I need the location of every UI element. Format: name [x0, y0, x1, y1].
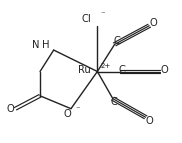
Text: H: H: [42, 40, 49, 50]
Text: O: O: [145, 116, 153, 126]
Text: Ru: Ru: [78, 65, 91, 75]
Text: Cl: Cl: [81, 14, 91, 24]
Text: C: C: [118, 65, 125, 75]
Text: C: C: [113, 36, 120, 46]
Text: O: O: [6, 104, 14, 114]
Text: N: N: [32, 40, 39, 50]
Text: ⁻: ⁻: [100, 11, 105, 19]
Text: O: O: [150, 18, 158, 28]
Text: C: C: [110, 97, 117, 107]
Text: O: O: [64, 109, 71, 119]
Text: O: O: [161, 65, 169, 75]
Text: ⁻: ⁻: [75, 106, 80, 115]
Text: 2+: 2+: [101, 63, 111, 69]
